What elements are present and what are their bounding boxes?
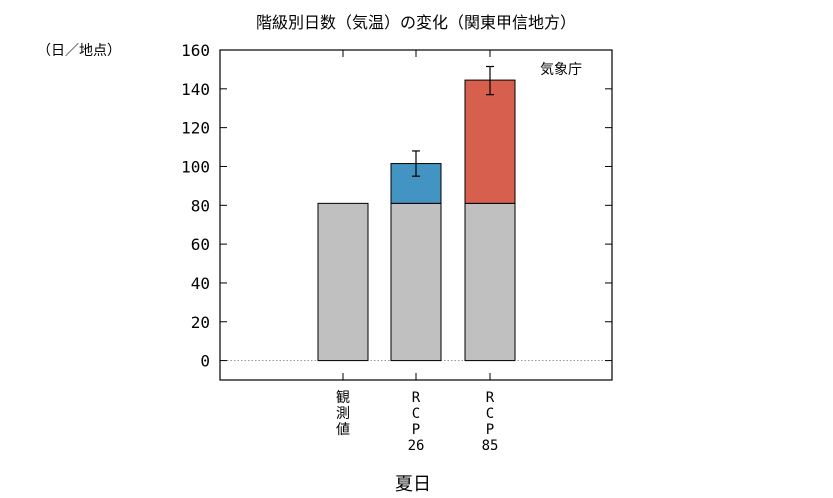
- y-tick-label: 80: [191, 196, 210, 215]
- bar-base-3: [464, 202, 516, 362]
- chart-title: 階級別日数（気温）の変化（関東甲信地方）: [256, 13, 576, 32]
- bar-increase-3: [464, 79, 516, 204]
- y-tick-label: 60: [191, 235, 210, 254]
- x-tick-label-2: R: [412, 390, 421, 406]
- x-tick-label-3: 85: [482, 438, 499, 454]
- y-tick-label: 120: [181, 119, 210, 138]
- y-tick-label: 160: [181, 41, 210, 60]
- y-tick-label: 100: [181, 157, 210, 176]
- x-tick-label-1: 値: [336, 422, 350, 438]
- x-tick-label-2: 26: [408, 438, 425, 454]
- x-tick-label-2: C: [412, 406, 420, 422]
- bar-base-1: [317, 202, 369, 362]
- y-tick-label: 20: [191, 313, 210, 332]
- x-tick-label-2: P: [412, 422, 420, 438]
- y-tick-label: 40: [191, 274, 210, 293]
- y-tick-label: 140: [181, 80, 210, 99]
- x-tick-label-3: P: [486, 422, 494, 438]
- plot-frame: [219, 49, 613, 381]
- x-tick-label-3: R: [486, 390, 495, 406]
- y-tick-label: 0: [200, 352, 210, 371]
- x-axis-label: 夏日: [395, 474, 431, 495]
- bar-base-2: [390, 202, 442, 362]
- x-tick-label-1: 観: [336, 389, 350, 406]
- x-tick-label-1: 測: [336, 406, 350, 422]
- y-unit-label: （日／地点）: [37, 43, 121, 59]
- source-label: 気象庁: [540, 62, 582, 78]
- x-tick-label-3: C: [486, 406, 494, 422]
